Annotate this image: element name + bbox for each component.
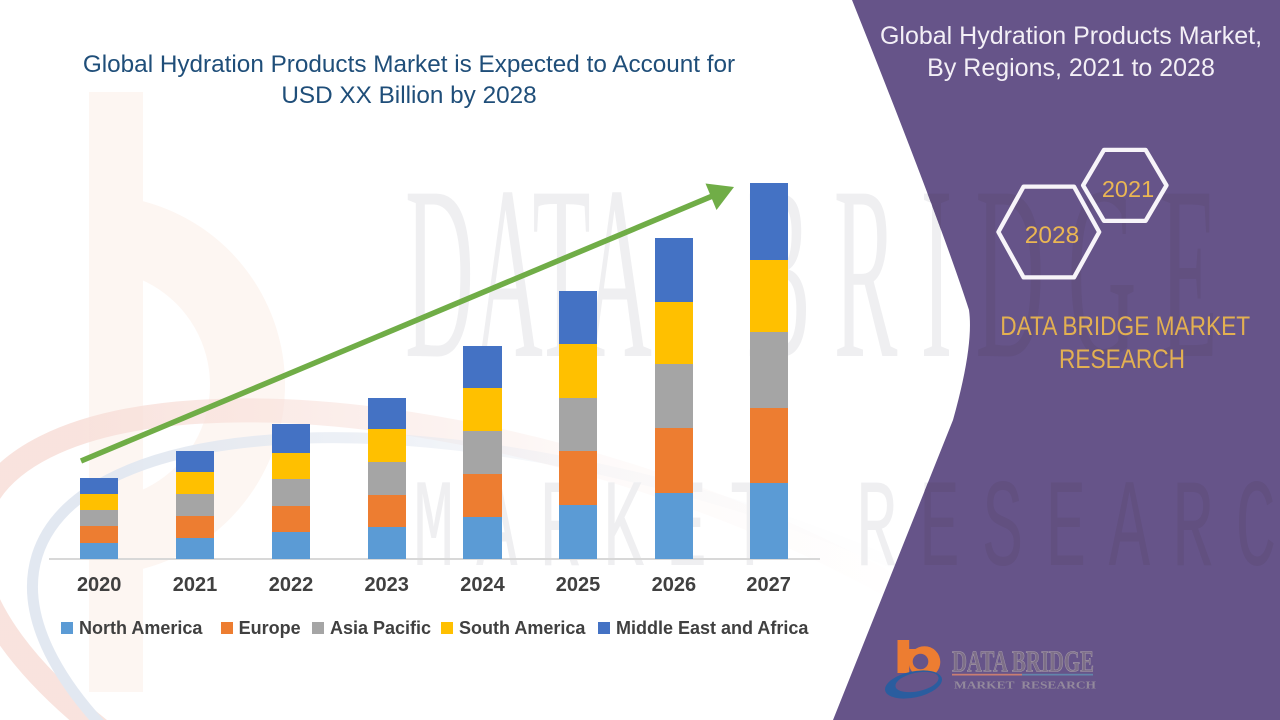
svg-text:DATA: DATA	[405, 136, 652, 411]
svg-text:DATA BRIDGE: DATA BRIDGE	[952, 644, 1094, 679]
svg-text:MARKET RESEARCH: MARKET RESEARCH	[413, 462, 1280, 603]
svg-text:MARKET RESEARCH: MARKET RESEARCH	[954, 680, 1097, 692]
